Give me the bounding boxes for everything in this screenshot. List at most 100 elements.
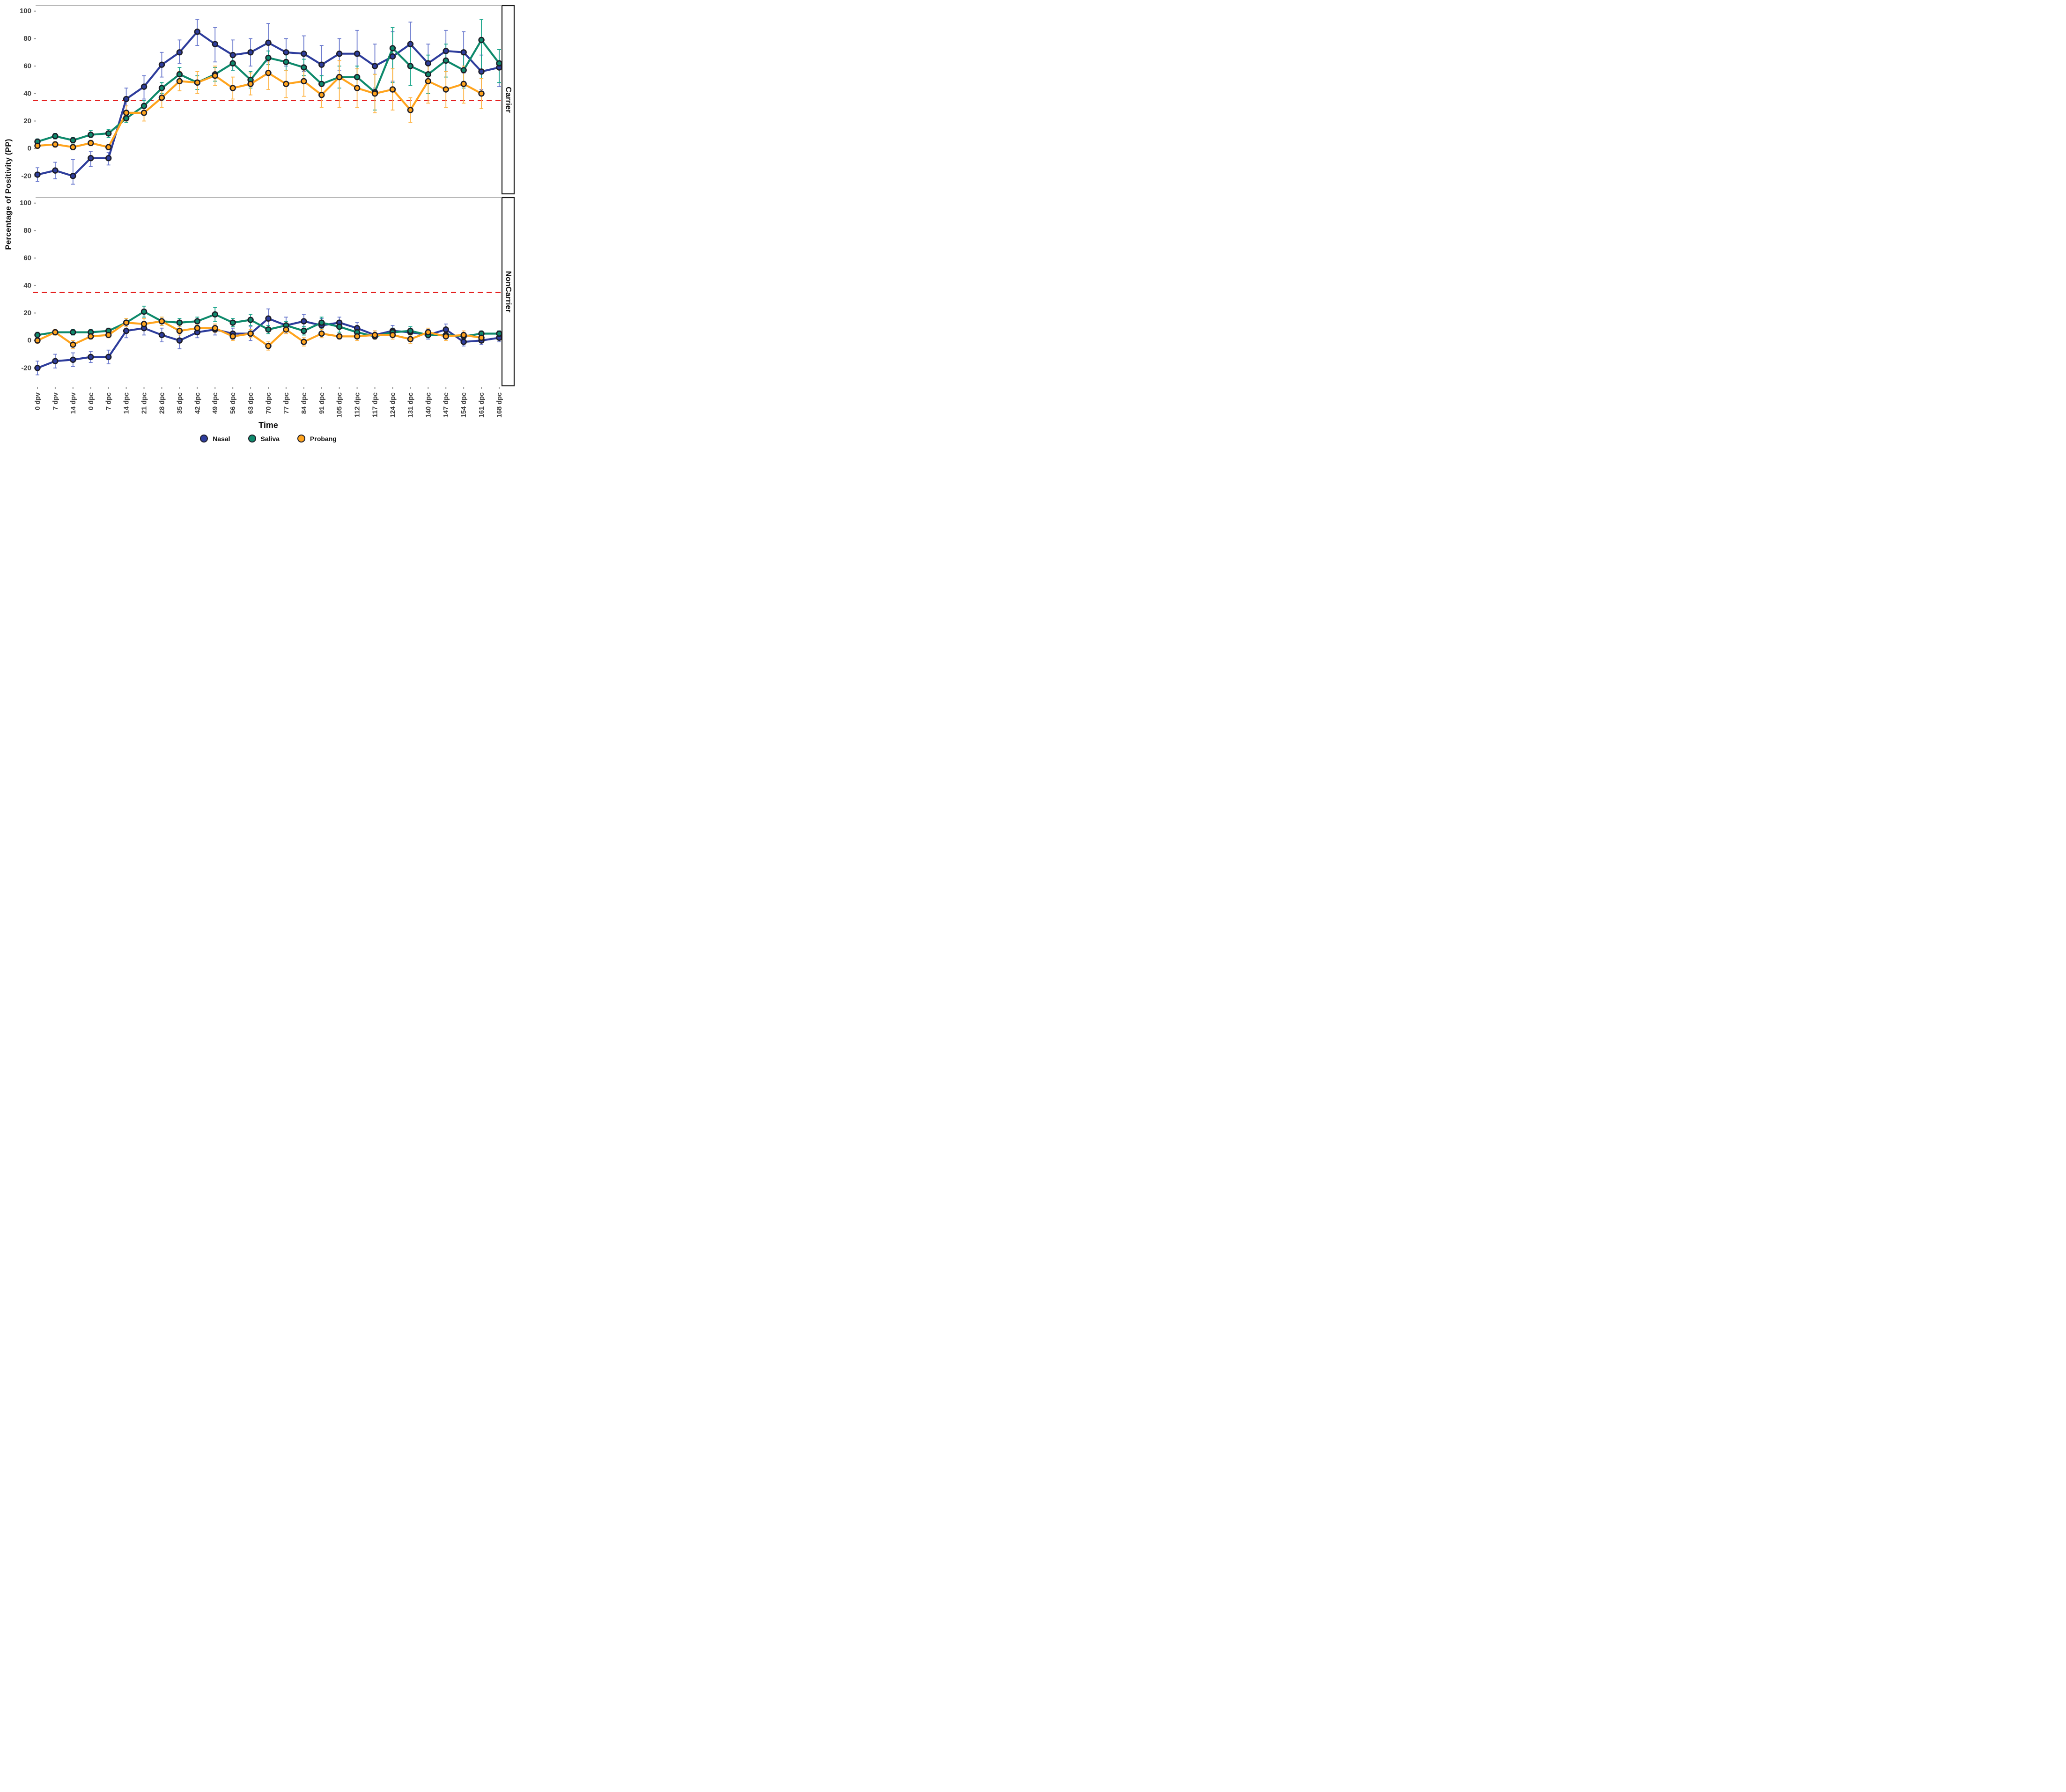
marker-saliva	[460, 67, 467, 74]
marker-probang	[105, 332, 112, 339]
marker-saliva	[265, 326, 272, 333]
marker-nasal	[176, 337, 183, 344]
x-tick-label: 117 dpc	[372, 392, 379, 417]
marker-probang	[336, 74, 343, 81]
y-tick-label: 80	[23, 227, 31, 235]
nasal-dot-icon	[200, 435, 208, 442]
y-axis-title: Percentage of Positivity (PP)	[4, 139, 13, 250]
marker-saliva	[140, 308, 148, 315]
y-tick-label: 80	[23, 35, 31, 43]
marker-saliva	[318, 319, 325, 326]
marker-probang	[70, 144, 76, 150]
x-tick-label: 124 dpc	[389, 392, 397, 418]
marker-probang	[265, 70, 272, 76]
marker-probang	[123, 319, 130, 326]
marker-saliva	[105, 130, 112, 137]
marker-nasal	[158, 332, 165, 339]
marker-probang	[336, 333, 343, 340]
marker-probang	[354, 85, 361, 91]
marker-nasal	[123, 327, 130, 334]
marker-probang	[478, 90, 485, 97]
plot-canvas: 100 80 60 40 20 0 -20 Carrier 100 80 60 40 20 0 -20 Non…	[20, 5, 515, 418]
marker-nasal	[354, 51, 361, 57]
x-tick-label: 49 dpc	[212, 392, 219, 414]
marker-saliva	[336, 324, 343, 330]
marker-probang	[371, 90, 378, 97]
marker-probang	[407, 107, 414, 113]
y-tick-label: 0	[28, 337, 31, 345]
marker-nasal	[105, 155, 112, 162]
marker-nasal	[34, 171, 41, 178]
x-tick-label: 63 dpc	[247, 392, 255, 414]
marker-nasal	[265, 39, 272, 46]
marker-saliva	[265, 54, 272, 61]
marker-nasal	[176, 49, 183, 56]
legend-item-saliva: Saliva	[248, 435, 280, 442]
marker-saliva	[247, 317, 254, 323]
marker-nasal	[283, 49, 289, 56]
y-tick-label: 60	[23, 62, 31, 70]
marker-nasal	[478, 68, 485, 75]
marker-probang	[140, 321, 148, 327]
marker-saliva	[176, 71, 183, 78]
marker-nasal	[194, 29, 201, 35]
marker-nasal	[443, 48, 449, 54]
marker-nasal	[389, 53, 396, 60]
marker-probang	[140, 110, 148, 116]
marker-saliva	[123, 115, 130, 122]
marker-nasal	[301, 318, 307, 324]
marker-nasal	[318, 61, 325, 68]
x-tick-label: 28 dpc	[158, 392, 166, 414]
marker-nasal	[247, 49, 254, 56]
marker-saliva	[140, 103, 148, 109]
marker-probang	[354, 333, 361, 340]
x-tick-label: 70 dpc	[265, 392, 273, 414]
marker-probang	[443, 333, 449, 340]
x-tick-label: 154 dpc	[460, 392, 468, 418]
x-tick-label: 7 dpc	[105, 392, 113, 410]
facet-strip-noncarrier	[501, 197, 515, 387]
marker-saliva	[407, 63, 414, 69]
marker-nasal	[52, 358, 59, 364]
x-tick-label: 14 dpc	[123, 392, 131, 414]
marker-saliva	[389, 45, 396, 52]
marker-nasal	[123, 96, 130, 103]
marker-saliva	[496, 60, 502, 66]
marker-probang	[425, 329, 432, 336]
x-tick-label: 161 dpc	[478, 392, 486, 418]
marker-nasal	[52, 167, 59, 174]
facet-label: Carrier	[504, 87, 513, 113]
marker-nasal	[460, 49, 467, 56]
marker-saliva	[229, 60, 236, 66]
marker-saliva	[194, 318, 201, 324]
x-tick-label: 105 dpc	[336, 392, 344, 418]
marker-nasal	[301, 51, 307, 57]
y-tick-label: -20	[21, 172, 31, 180]
marker-probang	[70, 341, 76, 348]
x-tick-label: 56 dpc	[229, 392, 237, 414]
x-tick-label: 42 dpc	[194, 392, 201, 414]
marker-probang	[212, 72, 218, 79]
marker-nasal	[158, 61, 165, 68]
marker-saliva	[229, 319, 236, 326]
y-tick-label: 20	[23, 117, 31, 125]
x-tick-label: 131 dpc	[407, 392, 414, 418]
marker-probang	[34, 337, 41, 344]
y-tick-label: 40	[23, 281, 31, 289]
facet-strip-carrier	[501, 5, 515, 195]
marker-nasal	[336, 51, 343, 57]
faceted-line-chart: 100 80 60 40 20 0 -20 Carrier 100 80 60 40 20 0 -20 Non…	[0, 0, 516, 448]
x-tick-label: 84 dpc	[301, 392, 308, 414]
x-tick-label: 91 dpc	[318, 392, 326, 414]
marker-saliva	[496, 330, 502, 337]
marker-probang	[318, 330, 325, 337]
marker-probang	[460, 332, 467, 339]
x-tick-label: 14 dpv	[70, 392, 77, 414]
marker-saliva	[176, 319, 183, 326]
marker-nasal	[371, 63, 378, 69]
marker-nasal	[407, 41, 414, 47]
marker-saliva	[301, 64, 307, 71]
y-tick-label: 100	[20, 7, 31, 15]
legend-item-probang: Probang	[297, 435, 337, 442]
marker-probang	[283, 326, 289, 333]
